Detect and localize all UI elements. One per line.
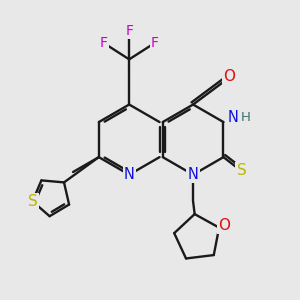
Text: N: N bbox=[227, 110, 239, 125]
Text: F: F bbox=[100, 36, 108, 50]
Text: S: S bbox=[28, 194, 38, 209]
Text: O: O bbox=[218, 218, 230, 233]
Text: F: F bbox=[125, 23, 133, 38]
Text: N: N bbox=[188, 167, 199, 182]
Text: S: S bbox=[237, 163, 246, 178]
Text: O: O bbox=[223, 69, 235, 84]
Text: F: F bbox=[151, 36, 159, 50]
Text: H: H bbox=[241, 111, 251, 124]
Text: N: N bbox=[124, 167, 135, 182]
